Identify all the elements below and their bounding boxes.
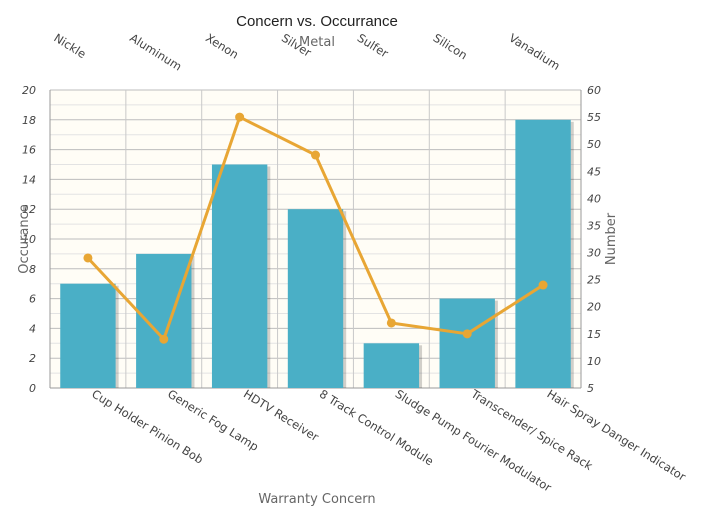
x-axis-label: Warranty Concern bbox=[258, 492, 375, 507]
y2-tick-label: 55 bbox=[587, 111, 601, 124]
line-point bbox=[159, 334, 169, 344]
x2-tick-label: Xenon bbox=[203, 31, 241, 62]
y-tick-label: 6 bbox=[29, 293, 36, 306]
x2-tick-label: Sulfer bbox=[355, 31, 391, 61]
line-point bbox=[235, 112, 245, 122]
line-point bbox=[386, 318, 396, 328]
y-tick-label: 4 bbox=[29, 322, 36, 335]
y2-tick-label: 50 bbox=[587, 138, 601, 151]
bar bbox=[515, 119, 571, 389]
x-tick-label: Sludge Pump Fourier Modulator bbox=[393, 387, 554, 495]
x2-tick-label: Silicon bbox=[431, 31, 470, 63]
y2-tick-label: 60 bbox=[587, 84, 601, 97]
y-tick-label: 18 bbox=[22, 114, 36, 127]
line-series bbox=[83, 112, 548, 344]
y-tick-label: 16 bbox=[22, 144, 36, 157]
bar bbox=[211, 164, 268, 388]
bar bbox=[136, 253, 192, 388]
y2-tick-label: 40 bbox=[587, 192, 601, 205]
chart-title: Concern vs. Occurrance bbox=[236, 13, 398, 30]
y2-tick-label: 30 bbox=[587, 247, 601, 260]
y2-tick-label: 5 bbox=[587, 382, 594, 395]
y2-axis-label: Number bbox=[604, 212, 619, 265]
y-tick-label: 8 bbox=[29, 263, 36, 276]
y-tick-label: 0 bbox=[29, 382, 36, 395]
y-tick-label: 14 bbox=[22, 173, 36, 186]
left-axis-ticks: 0 2 4 6 8 10 12 14 16 18 20 bbox=[22, 84, 36, 395]
y-tick-label: 12 bbox=[22, 203, 36, 216]
y-tick-label: 2 bbox=[29, 352, 36, 365]
y2-tick-label: 35 bbox=[587, 219, 601, 232]
y-tick-label: 10 bbox=[22, 233, 36, 246]
x2-tick-label: Nickle bbox=[51, 31, 88, 61]
y2-tick-label: 45 bbox=[587, 165, 601, 178]
x-tick-label: Hair Spray Danger Indicator bbox=[544, 387, 688, 484]
y2-tick-label: 20 bbox=[587, 301, 601, 314]
x-tick-label: HDTV Receiver bbox=[241, 387, 321, 444]
right-axis-ticks: 5 10 15 20 25 30 35 40 45 50 55 60 bbox=[587, 84, 601, 395]
x2-tick-label: Aluminum bbox=[127, 31, 184, 74]
bar bbox=[60, 283, 116, 388]
line-point bbox=[538, 280, 548, 290]
y2-tick-label: 25 bbox=[587, 274, 601, 287]
bar bbox=[287, 209, 344, 388]
y-axis-label: Occurance bbox=[17, 204, 32, 273]
top-axis-label: Metal bbox=[299, 35, 335, 50]
line-point bbox=[462, 329, 472, 339]
y2-tick-label: 10 bbox=[587, 355, 601, 368]
x-tick-label: Transcender/ Spice Rack bbox=[468, 386, 596, 473]
y2-tick-label: 15 bbox=[587, 328, 601, 341]
line-point bbox=[311, 150, 320, 160]
bar bbox=[363, 343, 420, 388]
bar-series bbox=[60, 119, 574, 389]
bar bbox=[439, 298, 495, 388]
x2-tick-label: Vanadium bbox=[507, 31, 563, 73]
line-point bbox=[83, 253, 93, 263]
y-tick-label: 20 bbox=[22, 84, 36, 97]
